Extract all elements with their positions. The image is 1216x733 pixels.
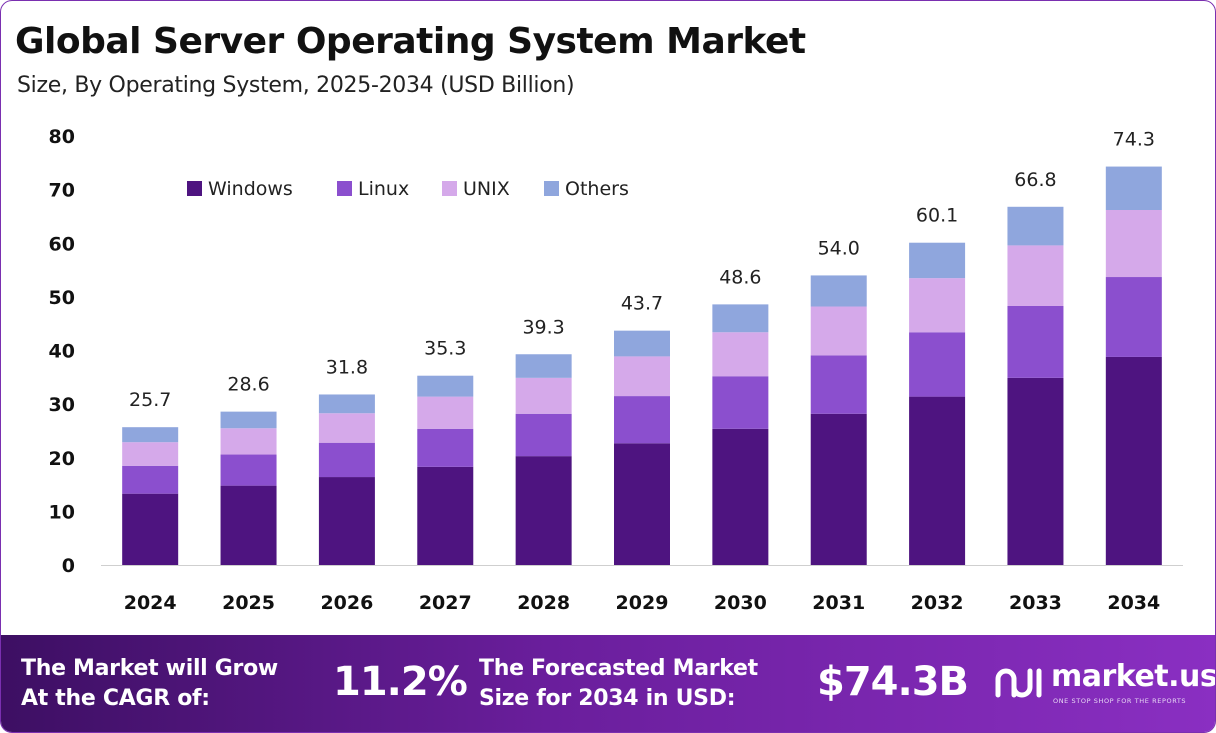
x-tick-label: 2030	[714, 592, 767, 614]
bar-segment-unix	[318, 413, 375, 443]
legend-label-others: Others	[565, 178, 629, 200]
forecast-label-line2: Size for 2034 in USD:	[479, 686, 736, 711]
legend-swatch-linux	[337, 181, 352, 196]
stacked-bar-chart: 0102030405060708025.7202428.6202531.8202…	[49, 126, 1183, 614]
brand-name: market.us	[1051, 659, 1216, 694]
bar-segment-others	[1007, 206, 1064, 246]
legend-swatch-others	[544, 181, 559, 196]
bar-segment-linux	[909, 332, 966, 397]
total-data-label: 74.3	[1113, 129, 1155, 151]
y-tick-label: 50	[49, 287, 75, 309]
bar-segment-unix	[1105, 210, 1162, 278]
bar-segment-linux	[417, 428, 474, 467]
x-tick-label: 2029	[616, 592, 669, 614]
y-tick-label: 70	[49, 180, 75, 202]
bar-segment-others	[318, 394, 375, 414]
bar-segment-others	[712, 304, 769, 333]
bar-segment-unix	[1007, 245, 1064, 306]
chart-subtitle: Size, By Operating System, 2025-2034 (US…	[17, 73, 575, 98]
x-tick-label: 2027	[419, 592, 472, 614]
bar-segment-linux	[318, 442, 375, 478]
total-data-label: 48.6	[719, 266, 761, 288]
legend-swatch-unix	[442, 181, 457, 196]
bar-segment-windows	[1105, 356, 1162, 565]
x-tick-label: 2025	[222, 592, 275, 614]
summary-banner: The Market will Grow At the CAGR of: 11.…	[1, 635, 1216, 732]
bar-segment-windows	[515, 456, 572, 565]
cagr-label-line2: At the CAGR of:	[21, 686, 210, 711]
y-tick-label: 30	[49, 394, 75, 416]
total-data-label: 39.3	[522, 316, 564, 338]
bar-segment-unix	[810, 306, 867, 356]
y-tick-label: 40	[49, 341, 75, 363]
brand-tagline: ONE STOP SHOP FOR THE REPORTS	[1053, 697, 1187, 705]
x-tick-label: 2032	[911, 592, 964, 614]
bar-segment-linux	[220, 454, 277, 486]
bar-segment-unix	[515, 377, 572, 414]
y-tick-label: 20	[49, 448, 75, 470]
total-data-label: 43.7	[621, 293, 663, 315]
total-data-label: 35.3	[424, 338, 466, 360]
bar-segment-windows	[909, 396, 966, 565]
bar-segment-unix	[712, 332, 769, 377]
bar-segment-others	[515, 354, 572, 378]
bar-segment-unix	[417, 396, 474, 429]
forecast-label: The Forecasted Market Size for 2034 in U…	[479, 654, 758, 714]
total-data-label: 60.1	[916, 205, 958, 227]
bar-segment-others	[220, 411, 277, 429]
bar-segment-windows	[122, 493, 179, 565]
total-data-label: 28.6	[227, 374, 269, 396]
cagr-label-line1: The Market will Grow	[21, 656, 278, 681]
bar-segment-others	[810, 275, 867, 307]
bar-segment-linux	[1007, 305, 1064, 378]
bar-segment-unix	[909, 278, 966, 333]
x-tick-label: 2024	[124, 592, 177, 614]
legend-swatch-windows	[187, 181, 202, 196]
x-tick-label: 2031	[812, 592, 865, 614]
bar-segment-linux	[712, 376, 769, 429]
y-tick-label: 0	[62, 555, 75, 577]
forecast-value: $74.3B	[817, 659, 969, 705]
bar-segment-others	[1105, 166, 1162, 211]
bar-segment-unix	[614, 356, 670, 397]
bar-segment-windows	[810, 413, 867, 565]
x-tick-label: 2028	[517, 592, 570, 614]
bar-segment-windows	[1007, 377, 1064, 565]
bar-segment-windows	[417, 466, 474, 565]
total-data-label: 54.0	[818, 237, 860, 259]
total-data-label: 31.8	[326, 356, 368, 378]
y-tick-label: 80	[49, 126, 75, 148]
bar-segment-others	[909, 242, 966, 279]
bar-segment-linux	[614, 396, 670, 444]
y-tick-label: 60	[49, 233, 75, 255]
x-tick-label: 2033	[1009, 592, 1062, 614]
x-tick-label: 2026	[320, 592, 373, 614]
bar-segment-others	[122, 427, 179, 443]
legend-label-windows: Windows	[208, 178, 293, 200]
legend-label-linux: Linux	[358, 178, 409, 200]
cagr-value: 11.2%	[333, 659, 468, 705]
bar-segment-linux	[122, 465, 179, 494]
y-tick-label: 10	[49, 501, 75, 523]
bar-segment-windows	[318, 477, 375, 565]
market-us-logo-icon	[995, 668, 1042, 698]
forecast-label-line1: The Forecasted Market	[479, 656, 758, 681]
bar-segment-unix	[122, 442, 179, 466]
total-data-label: 66.8	[1014, 169, 1056, 191]
bar-segment-others	[417, 375, 474, 397]
legend-label-unix: UNIX	[463, 178, 510, 200]
x-tick-label: 2034	[1107, 592, 1160, 614]
bar-segment-unix	[220, 428, 277, 455]
total-data-label: 25.7	[129, 389, 171, 411]
bar-segment-linux	[810, 355, 867, 414]
bar-segment-windows	[712, 428, 769, 565]
cagr-label: The Market will Grow At the CAGR of:	[21, 654, 278, 714]
bar-segment-linux	[515, 413, 572, 457]
bar-segment-others	[614, 330, 670, 357]
bar-segment-linux	[1105, 277, 1162, 357]
bar-segment-windows	[614, 443, 670, 565]
chart-title: Global Server Operating System Market	[15, 21, 806, 62]
bar-segment-windows	[220, 485, 277, 565]
